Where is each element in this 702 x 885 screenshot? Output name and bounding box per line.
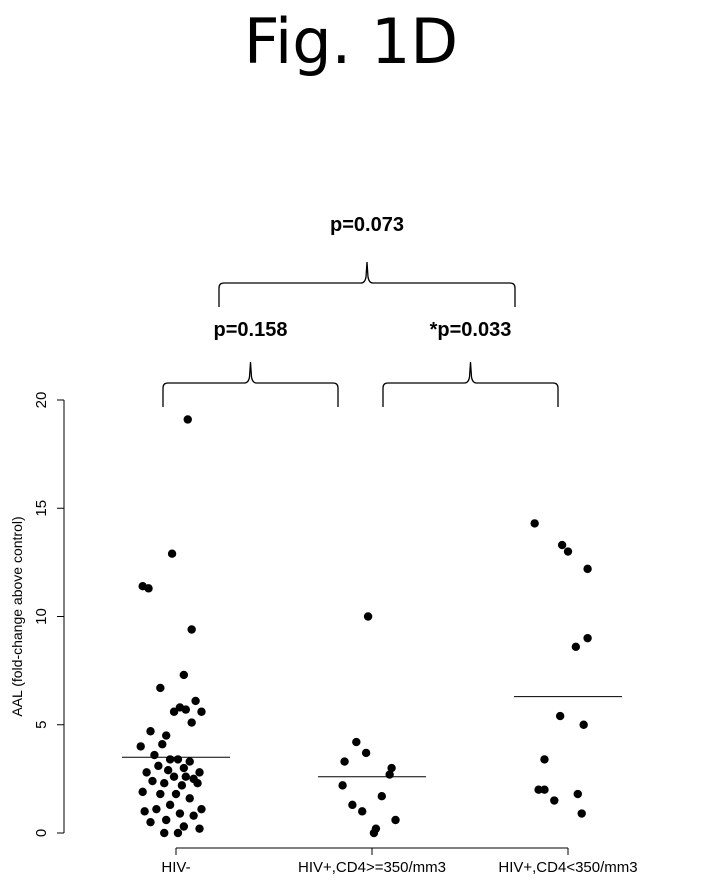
- data-point: [146, 817, 155, 827]
- data-point: [550, 796, 559, 805]
- p-value-label: p=0.073: [330, 214, 404, 236]
- data-point: [352, 737, 361, 747]
- data-point: [167, 549, 177, 558]
- data-point: [165, 755, 175, 764]
- data-point: [340, 757, 349, 766]
- data-point: [195, 768, 204, 777]
- data-point: [160, 779, 169, 788]
- data-point: [171, 789, 181, 799]
- data-point: [193, 779, 202, 788]
- data-point: [154, 761, 163, 771]
- y-tick-label: 15: [33, 500, 50, 517]
- data-point: [540, 755, 549, 764]
- data-point: [158, 740, 167, 749]
- data-point: [179, 822, 189, 831]
- data-point: [387, 763, 396, 773]
- data-point: [138, 787, 147, 797]
- data-point: [385, 770, 394, 779]
- data-point: [148, 776, 157, 786]
- data-point: [555, 711, 565, 721]
- data-point: [181, 772, 190, 781]
- data-point: [177, 781, 187, 790]
- data-point: [169, 707, 179, 716]
- data-point: [185, 794, 194, 803]
- median-lines: [122, 696, 622, 778]
- data-point: [173, 828, 183, 838]
- data-point: [195, 824, 204, 833]
- data-point: [573, 789, 582, 799]
- data-point: [557, 540, 567, 550]
- y-tick-label: 5: [33, 721, 50, 729]
- data-point: [191, 696, 200, 706]
- data-point: [152, 804, 161, 814]
- data-point: [142, 768, 151, 777]
- data-point: [162, 731, 171, 740]
- data-point: [377, 791, 386, 801]
- data-point: [540, 785, 549, 794]
- data-point: [338, 781, 347, 790]
- figure-title: Fig. 1D: [243, 5, 459, 78]
- data-point: [163, 766, 173, 775]
- data-point: [197, 804, 206, 814]
- data-point: [348, 800, 357, 810]
- data-point: [361, 748, 371, 758]
- y-tick-label: 20: [33, 392, 50, 409]
- data-point: [534, 785, 543, 794]
- data-point: [391, 815, 400, 825]
- data-point: [162, 815, 171, 825]
- data-point: [369, 828, 379, 838]
- data-point: [187, 718, 196, 727]
- y-axis-label: AAL (fold-change above control): [9, 516, 25, 716]
- data-point: [197, 707, 206, 716]
- data-point: [563, 547, 573, 556]
- data-point: [583, 633, 592, 643]
- data-point: [530, 519, 539, 528]
- x-tick-label: HIV+,CD4<350/mm3: [498, 859, 637, 876]
- data-point: [175, 809, 185, 818]
- data-point: [156, 789, 165, 799]
- data-points: [136, 415, 592, 838]
- y-ticks: 0 5 10 15 20: [33, 392, 64, 837]
- chart-axes: [63, 400, 568, 849]
- data-point: [358, 807, 367, 816]
- data-point: [577, 809, 586, 818]
- data-point: [165, 800, 175, 810]
- data-point: [181, 705, 190, 714]
- data-point: [144, 584, 153, 593]
- data-point: [136, 742, 145, 751]
- p-value-label: p=0.158: [214, 319, 288, 341]
- p-value-label: *p=0.033: [430, 319, 512, 341]
- data-point: [185, 757, 194, 766]
- data-point: [173, 755, 183, 764]
- data-point: [156, 683, 165, 693]
- data-point: [363, 612, 373, 621]
- y-tick-label: 0: [33, 829, 50, 837]
- significance-bracket: [162, 361, 339, 407]
- data-point: [146, 727, 155, 736]
- data-point: [583, 564, 592, 574]
- y-tick-label: 10: [33, 608, 50, 625]
- significance-bracket: [218, 261, 516, 307]
- significance-brackets: p=0.073 p=0.158 *p=0.033: [162, 214, 559, 407]
- significance-bracket: [382, 361, 559, 407]
- x-tick-label: HIV+,CD4>=350/mm3: [298, 859, 446, 876]
- data-point: [179, 670, 189, 680]
- data-point: [160, 828, 169, 838]
- data-point: [571, 642, 581, 652]
- data-point: [187, 625, 196, 634]
- data-point: [189, 811, 198, 820]
- data-point: [183, 415, 192, 424]
- data-point: [140, 807, 149, 816]
- x-ticks: HIV- HIV+,CD4>=350/mm3 HIV+,CD4<350/mm3: [161, 848, 638, 876]
- data-point: [169, 772, 179, 781]
- x-tick-label: HIV-: [161, 859, 190, 876]
- data-point: [150, 750, 159, 760]
- data-point: [179, 763, 189, 773]
- data-point: [579, 720, 588, 729]
